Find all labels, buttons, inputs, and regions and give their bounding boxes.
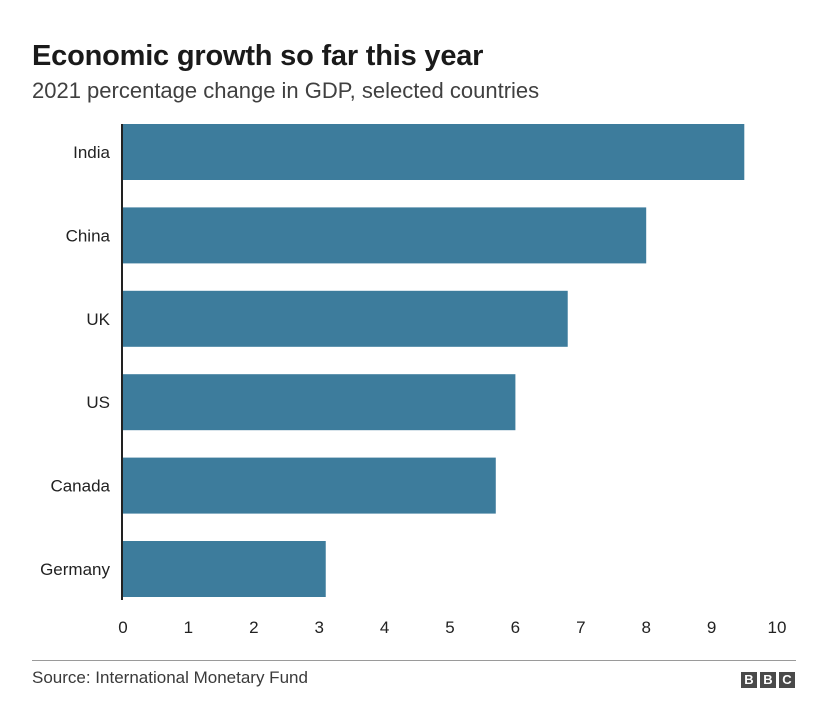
footer-divider — [32, 660, 796, 661]
bar-chart: India China UK US Canada Germany 0 1 2 3 4 5 6 7 8 9 10 — [40, 124, 786, 637]
x-tick-label: 3 — [314, 618, 323, 637]
bbc-logo-letter: C — [779, 672, 795, 688]
x-tick-label: 4 — [380, 618, 389, 637]
bar-germany — [123, 541, 326, 597]
chart-title: Economic growth so far this year — [32, 40, 484, 72]
category-label-china: China — [66, 226, 111, 245]
bar-uk — [123, 290, 568, 347]
bbc-logo-letter: B — [741, 672, 757, 688]
x-tick-label: 10 — [768, 618, 787, 637]
x-tick-label: 5 — [445, 618, 454, 637]
x-tick-labels: 0 1 2 3 4 5 6 7 8 9 10 — [118, 618, 786, 637]
bbc-logo: B B C — [741, 672, 795, 688]
bars-layer — [123, 124, 745, 597]
bar-china — [123, 207, 647, 264]
x-tick-label: 8 — [641, 618, 650, 637]
category-label-us: US — [86, 393, 110, 412]
bar-us — [123, 374, 516, 431]
category-labels: India China UK US Canada Germany — [40, 143, 111, 579]
source-note: Source: International Monetary Fund — [32, 668, 308, 687]
x-tick-label: 2 — [249, 618, 258, 637]
bar-india — [123, 124, 745, 180]
x-tick-label: 9 — [707, 618, 716, 637]
x-tick-label: 7 — [576, 618, 585, 637]
x-tick-label: 6 — [511, 618, 520, 637]
bbc-logo-letter: B — [760, 672, 776, 688]
category-label-india: India — [73, 143, 110, 162]
x-tick-label: 1 — [184, 618, 193, 637]
chart-subtitle: 2021 percentage change in GDP, selected … — [32, 78, 540, 103]
x-tick-label: 0 — [118, 618, 127, 637]
category-label-canada: Canada — [50, 477, 110, 496]
bar-canada — [123, 457, 496, 514]
category-label-uk: UK — [86, 310, 110, 329]
category-label-germany: Germany — [40, 560, 110, 579]
